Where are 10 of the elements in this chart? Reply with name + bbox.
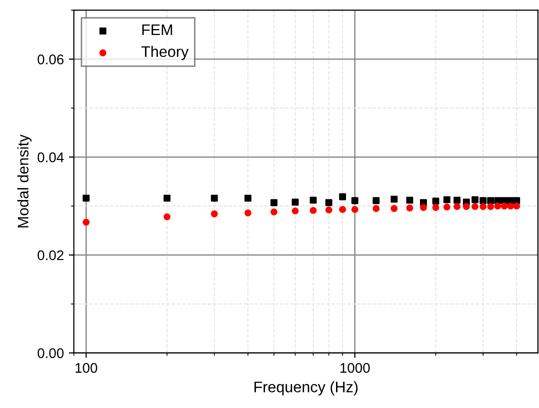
legend-label: FEM xyxy=(142,24,172,36)
y-tick-label: 0.04 xyxy=(38,152,64,162)
y-tick-label: 0.06 xyxy=(38,54,64,64)
x-tick-label: 100 xyxy=(76,363,98,373)
x-axis-title: Frequency (Hz) xyxy=(254,381,358,396)
y-axis-title: Modal density xyxy=(17,134,32,228)
legend-label: Theory xyxy=(141,46,189,60)
x-tick-label: 1000 xyxy=(340,363,370,373)
y-tick-label: 0.02 xyxy=(38,250,64,260)
y-tick-label: 0.00 xyxy=(38,348,64,358)
